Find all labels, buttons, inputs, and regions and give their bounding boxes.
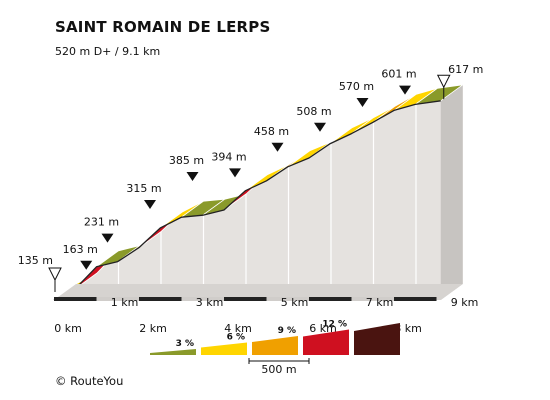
base-strip [54, 284, 463, 300]
elevation-label: 617 m [448, 63, 483, 76]
x-tick-label: 1 km [111, 296, 139, 309]
distance-axis: 0 km 1 km2 km 3 km4 km 5 km6 km 7 km8 km 9 km [54, 284, 478, 335]
chart-title: SAINT ROMAIN DE LERPS [55, 18, 271, 36]
elevation-marker-hollow [48, 267, 62, 282]
km-band [54, 297, 97, 301]
km-band [394, 297, 437, 301]
legend-swatch [252, 336, 298, 355]
x-tick-label: 8 km [394, 322, 422, 335]
side-wall [76, 84, 463, 284]
km-band [351, 297, 394, 301]
elevation-label: 163 m [63, 243, 98, 256]
km-band [96, 297, 139, 301]
x-tick-label: 0 km [54, 322, 82, 335]
legend-swatch [303, 329, 349, 355]
legend-label: 9 % [278, 326, 296, 336]
elevation-marker [271, 142, 284, 152]
elevation-marker [314, 122, 326, 132]
km-band [181, 297, 224, 301]
legend-swatch [201, 342, 247, 355]
elevation-marker [80, 260, 93, 270]
elevation-markers: 135 m 163 m 231 m 315 m 385 m 394 m 458 m 508 m… [18, 63, 483, 292]
elevation-label: 394 m [211, 150, 246, 163]
elevation-marker [229, 168, 241, 178]
elevation-marker-hollow [436, 74, 451, 89]
legend-label: 3 % [176, 339, 194, 349]
elevation-marker [356, 98, 369, 107]
elevation-label: 231 m [84, 216, 119, 229]
copyright-text: © RouteYou [55, 374, 124, 388]
elevation-label: 508 m [296, 105, 331, 118]
profile-side-walls [54, 84, 463, 300]
km-band [266, 297, 309, 301]
elevation-marker [101, 233, 114, 243]
legend-label: 12 % [322, 320, 347, 330]
elevation-label: 570 m [339, 80, 374, 93]
x-tick-label: 5 km [281, 296, 309, 309]
legend-label: 6 % [227, 333, 245, 343]
x-tick-label: 6 km [309, 322, 337, 335]
legend-swatch [150, 349, 196, 355]
elevation-marker [186, 172, 199, 181]
elevation-marker [144, 200, 156, 209]
elevation-label: 315 m [126, 182, 161, 195]
x-tick-label: 7 km [366, 296, 394, 309]
km-band [224, 297, 267, 301]
profile-edge [53, 100, 441, 301]
elevation-label: 135 m [18, 254, 53, 267]
elevation-label: 385 m [169, 154, 204, 167]
x-tick-label: 4 km [224, 322, 252, 335]
chart-subtitle: 520 m D+ / 9.1 km [55, 45, 161, 58]
elevation-marker [399, 85, 411, 95]
end-face [440, 84, 463, 300]
x-tick-label: 9 km [451, 296, 479, 309]
x-tick-label: 2 km [139, 322, 167, 335]
scale-bar-label: 500 m [261, 363, 296, 376]
legend-swatch [354, 323, 400, 355]
elevation-label: 601 m [381, 68, 416, 81]
km-band [309, 297, 352, 301]
gradient-legend: 3 % 6 % 9 % 12 % 500 m [150, 320, 400, 376]
km-band [139, 297, 182, 301]
elevation-label: 458 m [254, 125, 289, 138]
x-tick-label: 3 km [196, 296, 224, 309]
